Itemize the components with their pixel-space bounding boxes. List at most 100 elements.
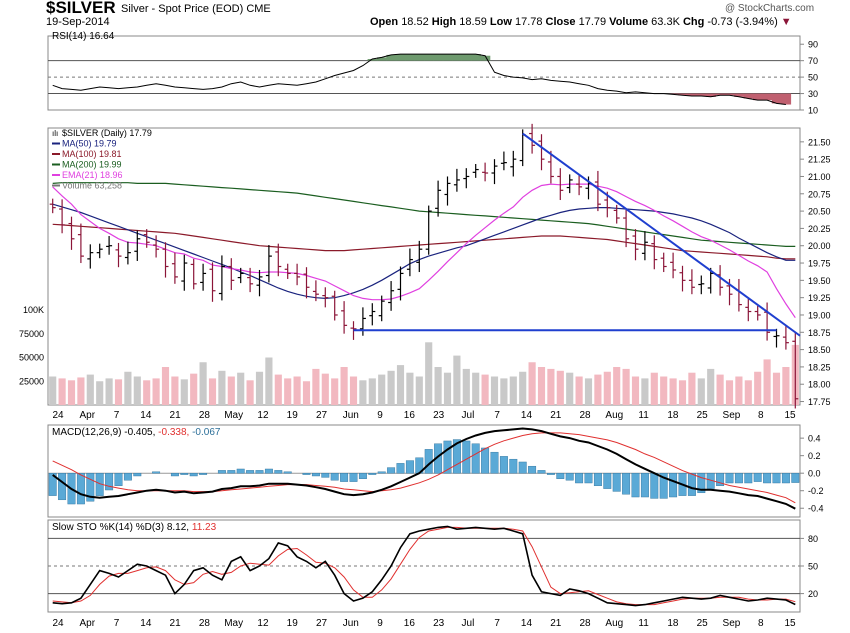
price-axis-tick-label: 19.00 — [808, 310, 831, 320]
macd-histogram-bar — [170, 472, 179, 477]
high-value: 18.59 — [459, 16, 487, 28]
volume-bar — [509, 376, 517, 405]
volume-bar — [754, 371, 762, 405]
rsi-panel — [47, 35, 801, 111]
x-axis-label: 15 — [784, 410, 796, 421]
volume-bar — [490, 376, 499, 405]
macd-histogram-bar — [452, 439, 461, 474]
macd-panel — [47, 424, 801, 518]
volume-bar — [246, 380, 254, 405]
volume-bar — [519, 371, 527, 405]
volume-bar — [218, 370, 226, 405]
macd-histogram-bar — [462, 440, 471, 474]
price-axis-tick-label: 19.50 — [808, 276, 831, 286]
price-axis-tick-label: 20.75 — [808, 189, 831, 199]
macd-histogram-bar — [659, 472, 668, 499]
volume-bar — [678, 380, 687, 405]
price-legend-icon: ılı — [52, 129, 58, 138]
rsi-axis-tick-label: 50 — [808, 73, 818, 83]
x-axis-label: 19 — [287, 410, 299, 421]
macd-axis-tick-label: 0.4 — [808, 434, 821, 444]
macd-histogram-bar — [246, 470, 255, 474]
macd-histogram-bar — [377, 471, 386, 474]
volume-bar — [725, 380, 734, 405]
volume-bar — [763, 359, 771, 405]
x-axis-label-bottom: 8 — [758, 618, 764, 629]
volume-bar — [603, 371, 611, 405]
rsi-axis-tick-label: 90 — [808, 40, 818, 50]
macd-histogram-bar — [123, 472, 132, 481]
volume-bar — [481, 374, 489, 405]
volume-axis-label: 75000 — [19, 329, 44, 339]
volume-bar — [114, 379, 123, 405]
x-axis-label-bottom: 25 — [697, 618, 709, 629]
macd-histogram-bar — [490, 451, 499, 474]
volume-bar — [697, 378, 705, 405]
volume-bar — [613, 367, 621, 405]
rsi-oversold-fill — [743, 93, 754, 99]
macd-hist-value: -0.067 — [192, 427, 221, 438]
open-label: Open — [370, 16, 399, 28]
chg-label: Chg — [682, 16, 705, 28]
macd-histogram-bar — [697, 472, 706, 494]
x-axis-label: 14 — [521, 410, 533, 421]
volume-bar — [171, 376, 179, 405]
macd-histogram-bar — [311, 472, 320, 477]
macd-line — [52, 427, 796, 510]
rsi-axis-tick-label: 30 — [808, 89, 818, 99]
macd-histogram-bar — [217, 470, 226, 474]
volume-bar — [77, 377, 85, 405]
macd-histogram-bar — [152, 471, 161, 474]
volume-bar — [575, 376, 583, 405]
volume-bar — [688, 372, 696, 405]
x-axis-label: Jul — [462, 410, 475, 421]
volume-bar — [584, 378, 593, 405]
macd-histogram-bar — [603, 472, 612, 489]
macd-histogram-bar — [556, 472, 565, 479]
volume-axis-label: 25000 — [19, 376, 44, 386]
rsi-oversold-fill — [715, 93, 726, 96]
close-label: Close — [545, 16, 576, 28]
volume-bar — [660, 376, 668, 405]
x-axis-label: 24 — [52, 410, 64, 421]
volume-bar — [650, 372, 658, 405]
volume-bar — [472, 372, 480, 405]
rsi-oversold-fill — [724, 93, 735, 96]
price-legend-item: EMA(21) 18.96 — [62, 170, 123, 180]
high-label: High — [431, 16, 457, 28]
macd-signal-line — [52, 432, 796, 504]
price-axis-tick-label: 20.25 — [808, 224, 831, 234]
volume-bar — [378, 374, 386, 405]
x-axis-label-bottom: 9 — [377, 618, 383, 629]
macd-histogram-bar — [405, 460, 414, 474]
x-axis-label: 7 — [114, 410, 120, 421]
volume-bar — [359, 380, 367, 405]
macd-histogram-bar — [584, 472, 593, 484]
rsi-overbought-fill — [395, 54, 406, 61]
macd-histogram-bar — [631, 472, 640, 498]
chg-value: -0.73 (-3.94%) — [707, 16, 778, 28]
macd-histogram-bar — [189, 472, 198, 477]
macd-histogram-bar — [133, 472, 142, 477]
macd-histogram-bar — [396, 463, 405, 474]
macd-histogram-bar — [612, 472, 621, 492]
macd-axis-tick-label: 0.2 — [808, 451, 821, 461]
x-axis-label: 21 — [550, 410, 562, 421]
macd-axis-tick-label: -0.4 — [808, 504, 824, 514]
volume-bar — [143, 380, 151, 405]
macd-histogram-bar — [114, 472, 123, 487]
chart-date: 19-Sep-2014 — [46, 16, 110, 28]
rsi-oversold-fill — [781, 93, 792, 105]
macd-axis-tick-label: 0.0 — [808, 469, 821, 479]
volume-bar — [387, 370, 395, 405]
volume-bar — [312, 368, 320, 405]
x-axis-label: 28 — [579, 410, 591, 421]
macd-histogram-bar — [321, 472, 330, 478]
x-axis-label-bottom: Jul — [462, 618, 475, 629]
x-axis-label-bottom: 11 — [638, 618, 649, 629]
rsi-oversold-fill — [771, 93, 782, 104]
rsi-overbought-fill — [452, 54, 463, 61]
volume-bar — [86, 374, 94, 405]
x-axis-label: Apr — [79, 410, 95, 421]
